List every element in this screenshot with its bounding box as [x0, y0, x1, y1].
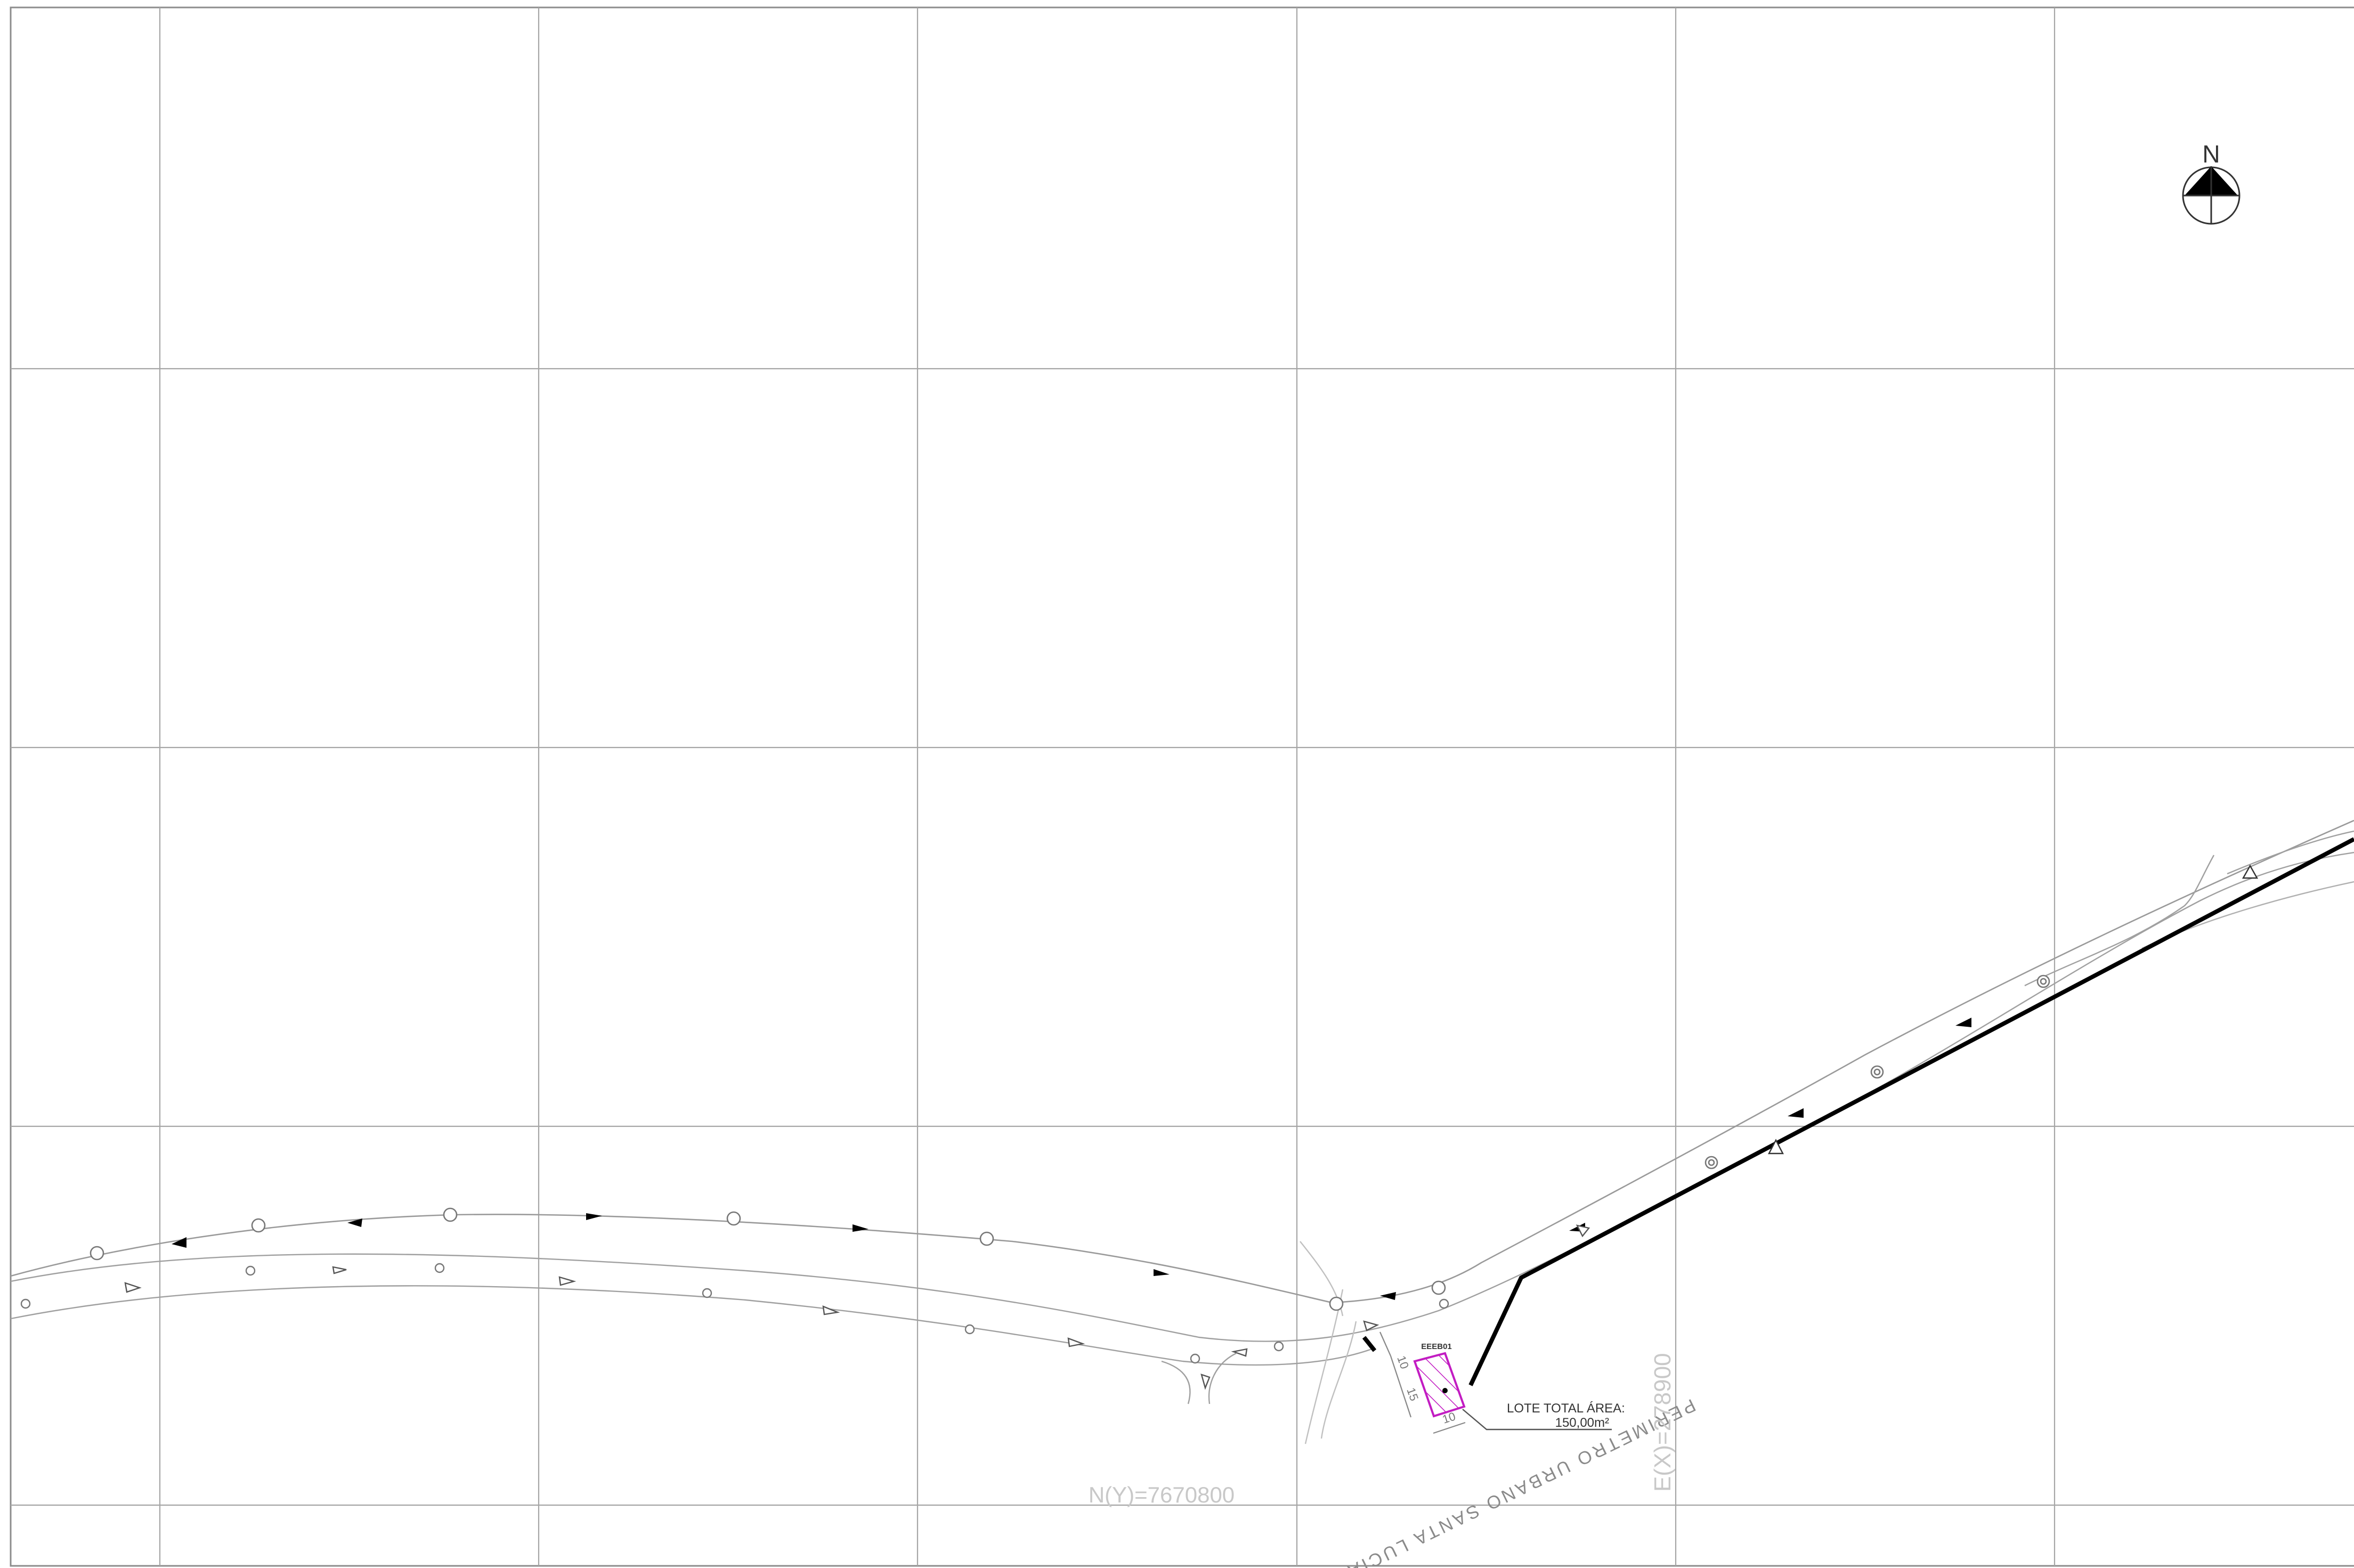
circle-marker-icon: [443, 1207, 458, 1222]
triangle-marker-icon: [822, 1305, 840, 1315]
triangle-markers: [124, 1224, 1590, 1390]
flow-arrow-icon: [1788, 1108, 1804, 1118]
flow-arrow-icon: [586, 1213, 602, 1220]
dimension-side-label: 10: [1394, 1354, 1411, 1371]
circle-marker-icon: [1273, 1341, 1284, 1352]
lot-dimensions: [1379, 1331, 1466, 1434]
circle-marker-icon: [20, 1298, 31, 1309]
circle-marker-icon: [90, 1246, 104, 1261]
circle-marker-icon: [979, 1231, 994, 1246]
circle-marker-icon: [251, 1218, 266, 1233]
circle-marker-icon: [434, 1263, 445, 1273]
circle-marker-icon: [1708, 1159, 1715, 1166]
circle-marker-icon: [1439, 1298, 1449, 1309]
north-arrow-icon: N: [2182, 140, 2241, 225]
circle-marker-icon: [1873, 1068, 1881, 1076]
circle-marker-icon: [245, 1265, 256, 1276]
circle-marker-icon: [702, 1288, 712, 1298]
triangle-marker-icon: [1067, 1337, 1085, 1347]
circle-marker-icon: [964, 1324, 975, 1335]
coordinate-grid: [11, 7, 2354, 1566]
triangle-marker-icon: [124, 1282, 142, 1293]
lot-area-callout: LOTE TOTAL ÁREA: 150,00m²: [1462, 1401, 1625, 1431]
urban-perimeter-label: PERIMETRO URBANO SANTA LUCIA: [1343, 1395, 1699, 1568]
circle-marker-icon: [2040, 978, 2047, 985]
dimension-front-label: 15: [1404, 1386, 1421, 1403]
triangle-marker-icon: [1200, 1374, 1211, 1390]
upper-sewer-line: [10, 819, 2354, 1304]
circle-marker-icon: [726, 1211, 741, 1226]
boundary-stub: [1362, 1336, 1377, 1352]
circle-marker-icon: [1190, 1353, 1200, 1364]
benchmark-icon: [1768, 1139, 1784, 1155]
lot-eeeb01[interactable]: EEEB01: [1413, 1342, 1466, 1418]
easting-grid-label: E(X)=278900: [1650, 1353, 1676, 1492]
circle-marker-icon: [1329, 1296, 1344, 1311]
manhole-markers: [90, 974, 2050, 1311]
benchmark-markers: [1768, 864, 2259, 1155]
circle-marker-icon: [1431, 1280, 1446, 1295]
flow-arrows: [172, 1018, 1971, 1300]
north-arrow-label: N: [2202, 140, 2220, 168]
lot-polygon[interactable]: [1413, 1352, 1466, 1418]
northing-grid-label: N(Y)=7670800: [1089, 1482, 1235, 1507]
flow-arrow-icon: [347, 1218, 362, 1227]
triangle-marker-icon: [558, 1276, 577, 1286]
flow-arrow-icon: [172, 1237, 186, 1248]
lot-id-label: EEEB01: [1421, 1342, 1452, 1351]
road-edges: [10, 830, 2354, 1444]
lot-centroid: [1442, 1388, 1448, 1393]
flow-arrow-icon: [1154, 1269, 1170, 1276]
triangle-marker-icon: [1363, 1320, 1379, 1331]
triangle-marker-icon: [1231, 1348, 1248, 1357]
triangle-marker-icon: [332, 1266, 347, 1274]
flow-arrow-icon: [853, 1224, 868, 1232]
lot-area-label: LOTE TOTAL ÁREA:: [1507, 1401, 1625, 1416]
lot-area-value: 150,00m²: [1555, 1416, 1609, 1430]
urban-perimeter-boundary: [1468, 837, 2354, 1386]
flow-arrow-icon: [1380, 1292, 1396, 1300]
triangle-marker-icon: [1576, 1224, 1590, 1238]
benchmark-icon: [2242, 864, 2259, 879]
flow-arrow-icon: [1955, 1018, 1971, 1027]
lower-line-markers: [20, 1263, 1449, 1364]
sheet-border: [10, 6, 2354, 1567]
